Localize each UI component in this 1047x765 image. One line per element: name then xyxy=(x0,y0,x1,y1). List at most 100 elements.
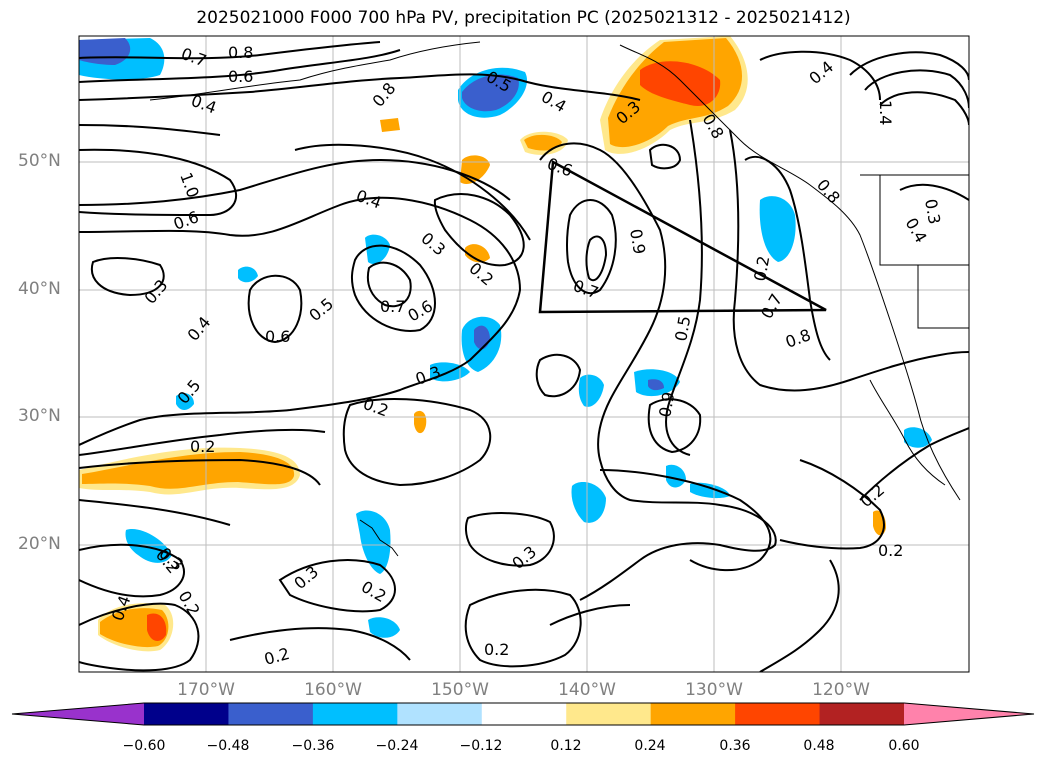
colorbar-tick-label: −0.12 xyxy=(459,738,503,754)
precip-negative-area xyxy=(690,482,730,499)
pv-contour xyxy=(79,499,231,526)
contour-label: 0.2 xyxy=(878,541,903,560)
pv-contour xyxy=(79,49,401,83)
pv-contour xyxy=(549,604,631,626)
contour-label: 0.8 xyxy=(228,43,253,62)
pv-contour xyxy=(79,124,221,136)
lon-tick-label: 160°W xyxy=(304,680,362,700)
pv-contour xyxy=(647,398,702,454)
pv-contour xyxy=(535,353,582,398)
contour-label: 0.2 xyxy=(190,437,215,456)
pv-contour xyxy=(539,142,777,601)
colorbar-bin xyxy=(566,703,652,725)
contour-label: 0.7 xyxy=(380,297,405,316)
pv-contour xyxy=(79,458,321,486)
precip-positive-area xyxy=(82,452,295,489)
contour-label: 1.4 xyxy=(876,100,895,125)
pv-contour xyxy=(464,512,555,567)
precip-fill-layer xyxy=(79,36,932,652)
colorbar-bin xyxy=(228,703,314,725)
precip-negative-area xyxy=(238,266,258,283)
precip-negative-area xyxy=(79,38,131,65)
contour-label: 0.6 xyxy=(228,67,253,86)
pv-contour xyxy=(665,119,703,456)
colorbar-bin xyxy=(819,703,905,725)
graticule xyxy=(79,36,969,672)
precip-negative-area xyxy=(648,379,664,391)
precip-positive-area xyxy=(380,118,400,132)
colorbar-bin xyxy=(650,703,736,725)
pv-contour xyxy=(79,73,641,101)
precip-positive-area xyxy=(465,244,490,263)
pv-contour xyxy=(433,193,525,267)
lon-tick-label: 150°W xyxy=(431,680,489,700)
pv-contour xyxy=(879,91,969,126)
contour-label: 0.9 xyxy=(655,390,678,418)
pv-contour xyxy=(585,235,608,282)
coastline-hawaii xyxy=(359,519,399,557)
contour-label: 0.2 xyxy=(750,254,773,282)
pv-contour xyxy=(90,257,165,297)
precip-negative-area xyxy=(176,393,194,410)
pv-contour xyxy=(648,143,682,170)
map-title: 2025021000 F000 700 hPa PV, precipitatio… xyxy=(196,8,851,28)
pv-contour xyxy=(342,397,492,487)
colorbar-extend-low xyxy=(12,703,144,725)
coastline-alaska xyxy=(149,41,961,501)
colorbar-bin xyxy=(481,703,567,725)
map-border xyxy=(78,35,970,673)
colorbar-tick-label: 0.12 xyxy=(550,738,582,754)
lat-tick-label: 50°N xyxy=(18,151,61,171)
pv-contour xyxy=(229,627,411,661)
region-outline xyxy=(538,159,827,314)
pv-contour xyxy=(79,428,326,456)
pv-contour xyxy=(899,183,969,201)
pv-contour xyxy=(859,427,969,501)
pv-contour xyxy=(79,543,185,598)
colorbar-tick-label: −0.60 xyxy=(122,738,166,754)
pv-contour xyxy=(79,41,381,60)
precip-negative-area xyxy=(462,74,519,112)
colorbar-bin xyxy=(735,703,821,725)
pv-contour xyxy=(759,559,840,672)
lat-tick-label: 40°N xyxy=(18,279,61,299)
pv-contour xyxy=(79,602,200,672)
lon-tick-label: 170°W xyxy=(177,680,235,700)
pv-contour xyxy=(247,274,303,344)
lon-tick-label: 130°W xyxy=(685,680,743,700)
contour-label: 0.9 xyxy=(626,227,649,255)
precip-negative-area xyxy=(368,617,400,638)
colorbar-bin xyxy=(312,703,398,725)
precip-negative-area xyxy=(125,529,172,563)
colorbar-tick-label: 0.48 xyxy=(803,738,835,754)
contour-label: 0.6 xyxy=(265,327,290,346)
pv-contour xyxy=(79,148,237,217)
pv-contour xyxy=(729,129,969,392)
lat-tick-label: 30°N xyxy=(18,406,61,426)
colorbar-outline xyxy=(11,702,1035,726)
precip-negative-area xyxy=(578,374,604,407)
colorbar-tick-label: 0.36 xyxy=(719,738,751,754)
colorbar-tick-label: 0.60 xyxy=(888,738,920,754)
precip-positive-area xyxy=(414,410,427,434)
pv-contour xyxy=(599,469,772,572)
pv-contours xyxy=(79,41,969,672)
contour-label: 0.2 xyxy=(484,640,509,659)
coastline-us-border xyxy=(860,174,969,329)
colorbar-extend-high xyxy=(904,703,1034,725)
pv-contour xyxy=(464,588,582,668)
precip-positive-area xyxy=(640,61,721,106)
map-frame-background xyxy=(79,36,969,672)
precip-negative-area xyxy=(365,234,390,265)
precip-negative-area xyxy=(356,510,391,574)
pv-contour xyxy=(79,158,511,206)
colorbar-tick-label: −0.24 xyxy=(375,738,419,754)
coastlines xyxy=(149,41,969,557)
colorbar-bin xyxy=(144,703,229,725)
lon-tick-label: 120°W xyxy=(812,680,870,700)
contour-label: 0.5 xyxy=(671,314,694,342)
colorbar-tick-label: −0.48 xyxy=(206,738,250,754)
pv-contour xyxy=(278,559,396,613)
pv-contour xyxy=(79,196,522,446)
